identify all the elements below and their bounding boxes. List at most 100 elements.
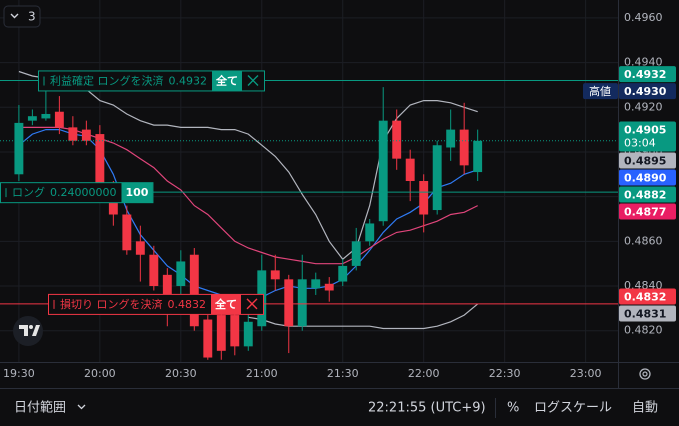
order-box-bg bbox=[38, 70, 265, 92]
candle-body bbox=[122, 214, 132, 251]
price-tag: 高値 bbox=[589, 84, 611, 98]
candle-body bbox=[297, 279, 307, 327]
candle-body bbox=[95, 134, 105, 190]
order-button: 100 bbox=[125, 186, 148, 199]
y-tick-label: 0.4960 bbox=[624, 11, 663, 24]
x-tick-label: 22:00 bbox=[408, 367, 440, 380]
candle-body bbox=[162, 274, 172, 311]
price-label-bg bbox=[619, 83, 676, 100]
candle-body bbox=[54, 111, 64, 128]
candle-body bbox=[311, 279, 321, 289]
x-tick-label: 22:30 bbox=[489, 367, 521, 380]
y-tick-label: 0.4860 bbox=[624, 234, 663, 247]
price-label: 0.4832 bbox=[624, 291, 666, 304]
price-label-bg bbox=[619, 288, 676, 305]
price-tag-bg bbox=[583, 83, 618, 100]
candle-body bbox=[243, 321, 253, 347]
order-box[interactable]: 利益確定 ロングを決済 0.4932 全て bbox=[38, 70, 265, 92]
price-label: 0.4877 bbox=[624, 206, 666, 219]
plot-area bbox=[0, 70, 618, 360]
price-label: 0.4882 bbox=[624, 189, 666, 202]
close-icon bbox=[247, 74, 259, 86]
candle-body bbox=[284, 279, 294, 327]
x-tick-label: 19:30 bbox=[3, 367, 35, 380]
candle-body bbox=[365, 223, 375, 242]
candle-body bbox=[473, 140, 483, 173]
y-tick-label: 0.4940 bbox=[624, 56, 663, 69]
candle-body bbox=[432, 145, 442, 211]
order-text: 利益確定 ロングを決済 bbox=[50, 73, 164, 87]
indicator-line bbox=[18, 70, 478, 261]
x-tick-label: 21:30 bbox=[327, 367, 359, 380]
candle-body bbox=[216, 315, 226, 351]
x-tick-label: 23:00 bbox=[570, 367, 602, 380]
candle-body bbox=[189, 254, 199, 327]
price-label-bg bbox=[619, 121, 676, 152]
candle-body bbox=[27, 116, 37, 121]
log-scale-button[interactable]: ログスケール bbox=[534, 401, 612, 416]
order-button-bg bbox=[121, 182, 153, 203]
candle-body bbox=[149, 254, 159, 287]
x-tick-label: 20:30 bbox=[165, 367, 197, 380]
close-icon bbox=[246, 298, 258, 310]
order-box-bg bbox=[0, 182, 154, 204]
candle-body bbox=[459, 129, 469, 166]
order-box-bg bbox=[48, 293, 264, 315]
candle-body bbox=[338, 265, 348, 282]
candle-body bbox=[392, 120, 402, 159]
indicator-toggle[interactable]: 3 bbox=[3, 5, 41, 28]
order-button-bg bbox=[212, 70, 242, 91]
order-button: 全て bbox=[215, 73, 238, 87]
candle-body bbox=[81, 129, 91, 141]
price-label: 0.4932 bbox=[624, 68, 666, 81]
candle-body bbox=[378, 120, 388, 222]
candle-body bbox=[405, 158, 415, 181]
order-text: 損切り ロングを決済 bbox=[60, 297, 163, 311]
price-label-bg bbox=[619, 169, 676, 186]
candle-body bbox=[203, 319, 213, 358]
x-tick-label: 21:00 bbox=[246, 367, 278, 380]
price-label-bg bbox=[619, 186, 676, 203]
price-label-bg bbox=[619, 203, 676, 220]
price-label: 0.4831 bbox=[624, 308, 666, 321]
chevron-icon bbox=[10, 13, 19, 19]
order-button-bg bbox=[211, 294, 241, 315]
price-label: 0.4895 bbox=[624, 155, 666, 168]
order-box[interactable]: ロング 0.24000000 100 bbox=[0, 182, 154, 204]
candle-body bbox=[230, 315, 240, 347]
x-tick-label: 20:00 bbox=[84, 367, 116, 380]
auto-button[interactable]: 自動 bbox=[632, 401, 658, 416]
candle-body bbox=[135, 241, 145, 255]
logo bbox=[13, 316, 43, 346]
candle-body bbox=[14, 122, 24, 175]
price-label-bg bbox=[619, 152, 676, 169]
settings-icon[interactable] bbox=[639, 368, 651, 380]
order-button: 全て bbox=[214, 297, 237, 311]
order-text: ロング bbox=[12, 185, 45, 199]
candle-body bbox=[446, 129, 456, 148]
y-tick-label: 0.4920 bbox=[624, 100, 663, 113]
price-label: 0.4930 bbox=[624, 85, 667, 98]
candle-body bbox=[419, 181, 429, 215]
price-label-bg bbox=[619, 305, 676, 322]
price-label-bg bbox=[619, 66, 676, 83]
indicator-count: 3 bbox=[28, 10, 36, 24]
candle-body bbox=[270, 270, 280, 280]
price-label: 0.4905 bbox=[624, 124, 666, 137]
countdown: 03:04 bbox=[624, 137, 656, 150]
date-range-button[interactable]: 日付範囲 bbox=[14, 401, 66, 416]
candle-body bbox=[176, 261, 186, 287]
percent-button[interactable]: % bbox=[507, 401, 519, 416]
chevron-icon bbox=[77, 404, 86, 410]
candle-body bbox=[68, 127, 78, 141]
clock: 22:21:55 (UTC+9) bbox=[368, 401, 486, 416]
order-quantity: 0.24000000 bbox=[50, 186, 116, 199]
order-price: 0.4932 bbox=[169, 74, 208, 87]
order-box[interactable]: 損切り ロングを決済 0.4832 全て bbox=[48, 293, 264, 315]
candle-body bbox=[351, 241, 361, 266]
candle-body bbox=[324, 283, 334, 291]
price-label: 0.4890 bbox=[624, 172, 667, 185]
